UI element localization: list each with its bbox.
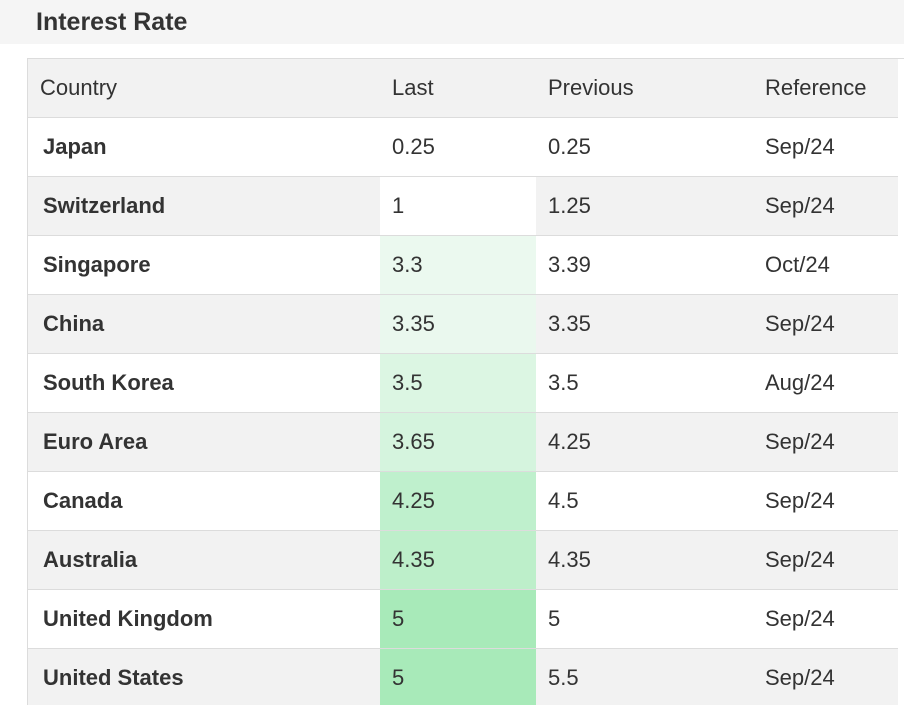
cell-last: 1 (380, 176, 536, 236)
table-row[interactable]: Singapore 3.3 3.39 Oct/24 (28, 235, 898, 295)
interest-rate-table-container: Country Last Previous Reference Japan 0.2… (27, 58, 904, 705)
cell-previous: 4.5 (536, 471, 753, 531)
header-bar: Interest Rate (0, 0, 904, 44)
cell-reference: Sep/24 (753, 176, 898, 236)
cell-reference: Sep/24 (753, 648, 898, 705)
page-title: Interest Rate (36, 8, 188, 36)
cell-last: 3.65 (380, 412, 536, 472)
column-header-previous[interactable]: Previous (536, 59, 753, 118)
cell-previous: 4.35 (536, 530, 753, 590)
cell-reference: Sep/24 (753, 117, 898, 177)
column-header-reference[interactable]: Reference (753, 59, 898, 118)
cell-last: 3.35 (380, 294, 536, 354)
table-row[interactable]: Switzerland 1 1.25 Sep/24 (28, 176, 898, 236)
cell-country[interactable]: United States (28, 648, 380, 705)
cell-country[interactable]: Switzerland (28, 176, 380, 236)
cell-last: 3.3 (380, 235, 536, 295)
cell-previous: 1.25 (536, 176, 753, 236)
cell-last: 4.35 (380, 530, 536, 590)
table-row[interactable]: Canada 4.25 4.5 Sep/24 (28, 471, 898, 531)
cell-country[interactable]: Australia (28, 530, 380, 590)
cell-previous: 5 (536, 589, 753, 649)
cell-country[interactable]: Singapore (28, 235, 380, 295)
cell-country[interactable]: South Korea (28, 353, 380, 413)
table-row[interactable]: Euro Area 3.65 4.25 Sep/24 (28, 412, 898, 472)
cell-last: 4.25 (380, 471, 536, 531)
cell-reference: Sep/24 (753, 530, 898, 590)
cell-country[interactable]: China (28, 294, 380, 354)
table-row[interactable]: China 3.35 3.35 Sep/24 (28, 294, 898, 354)
cell-previous: 4.25 (536, 412, 753, 472)
cell-reference: Sep/24 (753, 412, 898, 472)
cell-previous: 5.5 (536, 648, 753, 705)
cell-last: 0.25 (380, 117, 536, 177)
table-row[interactable]: United Kingdom 5 5 Sep/24 (28, 589, 898, 649)
cell-last: 3.5 (380, 353, 536, 413)
table-row[interactable]: United States 5 5.5 Sep/24 (28, 648, 898, 705)
cell-country[interactable]: Canada (28, 471, 380, 531)
interest-rate-table: Country Last Previous Reference Japan 0.2… (28, 59, 898, 705)
table-body: Japan 0.25 0.25 Sep/24 Switzerland 1 1.25 Sep/2… (28, 117, 898, 705)
cell-country[interactable]: Japan (28, 117, 380, 177)
cell-country[interactable]: United Kingdom (28, 589, 380, 649)
cell-reference: Oct/24 (753, 235, 898, 295)
column-header-country[interactable]: Country (28, 59, 380, 118)
table-row[interactable]: Australia 4.35 4.35 Sep/24 (28, 530, 898, 590)
cell-previous: 3.39 (536, 235, 753, 295)
cell-previous: 0.25 (536, 117, 753, 177)
cell-last: 5 (380, 648, 536, 705)
table-header-row: Country Last Previous Reference (28, 59, 898, 118)
cell-last: 5 (380, 589, 536, 649)
cell-reference: Sep/24 (753, 471, 898, 531)
cell-reference: Sep/24 (753, 294, 898, 354)
table-row[interactable]: South Korea 3.5 3.5 Aug/24 (28, 353, 898, 413)
cell-reference: Aug/24 (753, 353, 898, 413)
cell-country[interactable]: Euro Area (28, 412, 380, 472)
cell-previous: 3.35 (536, 294, 753, 354)
column-header-last[interactable]: Last (380, 59, 536, 118)
cell-reference: Sep/24 (753, 589, 898, 649)
cell-previous: 3.5 (536, 353, 753, 413)
table-row[interactable]: Japan 0.25 0.25 Sep/24 (28, 117, 898, 177)
